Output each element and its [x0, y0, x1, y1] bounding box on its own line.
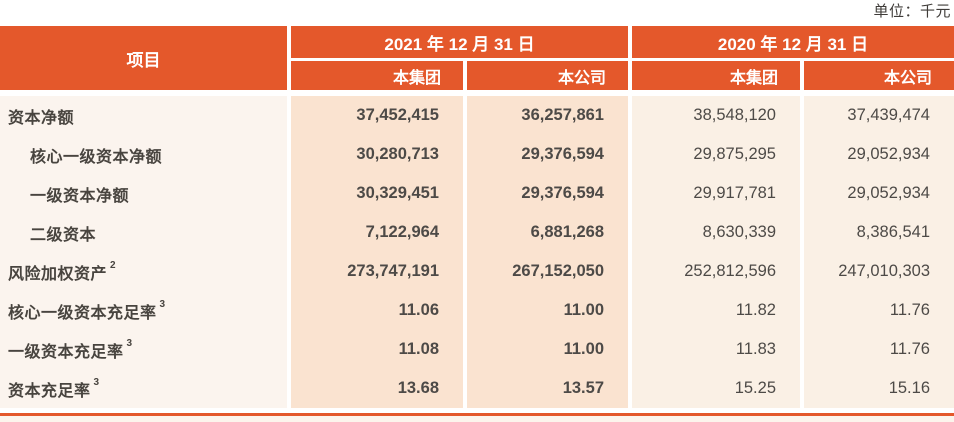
table-bottom-rule	[0, 413, 954, 416]
table-body: 资本净额 37,452,415 36,257,861 38,548,120 37…	[0, 96, 954, 408]
value-cell: 11.83	[632, 330, 800, 369]
value-cell: 11.00	[467, 291, 628, 330]
value-cell: 11.06	[291, 291, 463, 330]
footnote-superscript: 3	[159, 299, 166, 310]
row-label-text: 风险加权资产	[8, 265, 108, 283]
row-label-text: 核心一级资本充足率	[8, 304, 157, 322]
value-cell: 252,812,596	[632, 252, 800, 291]
header-item-column: 项目	[0, 26, 287, 90]
value-cell: 11.76	[804, 330, 954, 369]
value-cell: 11.82	[632, 291, 800, 330]
value-cell: 11.08	[291, 330, 463, 369]
row-label: 风险加权资产 2	[0, 252, 287, 291]
row-label: 资本净额	[0, 96, 287, 135]
value-cell: 11.00	[467, 330, 628, 369]
value-cell: 29,917,781	[632, 174, 800, 213]
row-label-text: 二级资本	[30, 226, 97, 244]
header-subcol-2021-company: 本公司	[467, 61, 628, 90]
row-label: 一级资本净额	[0, 174, 287, 213]
header-subcol-2020-company: 本公司	[804, 61, 954, 90]
row-label-text: 资本充足率	[8, 382, 91, 400]
footnote-superscript: 3	[126, 338, 133, 349]
header-period-2020: 2020 年 12 月 31 日	[632, 26, 954, 58]
row-label: 一级资本充足率 3	[0, 330, 287, 369]
capital-adequacy-table: 项目 2021 年 12 月 31 日 2020 年 12 月 31 日 本集团…	[0, 26, 954, 422]
header-subcol-2021-group: 本集团	[291, 61, 463, 90]
value-cell: 29,376,594	[467, 135, 628, 174]
value-cell: 13.57	[467, 369, 628, 408]
row-label: 核心一级资本净额	[0, 135, 287, 174]
unit-label: 单位：千元	[873, 3, 951, 20]
row-label-text: 核心一级资本净额	[30, 148, 163, 166]
value-cell: 15.25	[632, 369, 800, 408]
header-period-2021: 2021 年 12 月 31 日	[291, 26, 628, 58]
value-cell: 11.76	[804, 291, 954, 330]
value-cell: 8,630,339	[632, 213, 800, 252]
value-cell: 29,052,934	[804, 135, 954, 174]
row-label: 核心一级资本充足率 3	[0, 291, 287, 330]
value-cell: 38,548,120	[632, 96, 800, 135]
value-cell: 37,439,474	[804, 96, 954, 135]
row-label: 资本充足率 3	[0, 369, 287, 408]
row-label-text: 一级资本充足率	[8, 343, 124, 361]
footnote-superscript: 3	[93, 377, 100, 388]
table-bottom-strip	[0, 416, 954, 422]
value-cell: 6,881,268	[467, 213, 628, 252]
value-cell: 29,875,295	[632, 135, 800, 174]
value-cell: 15.16	[804, 369, 954, 408]
value-cell: 247,010,303	[804, 252, 954, 291]
value-cell: 13.68	[291, 369, 463, 408]
value-cell: 7,122,964	[291, 213, 463, 252]
value-cell: 29,376,594	[467, 174, 628, 213]
value-cell: 8,386,541	[804, 213, 954, 252]
value-cell: 273,747,191	[291, 252, 463, 291]
header-subcol-2020-group: 本集团	[632, 61, 800, 90]
row-label-text: 一级资本净额	[30, 187, 130, 205]
row-label-text: 资本净额	[8, 109, 75, 127]
value-cell: 30,329,451	[291, 174, 463, 213]
table-header: 项目 2021 年 12 月 31 日 2020 年 12 月 31 日 本集团…	[0, 26, 954, 90]
value-cell: 30,280,713	[291, 135, 463, 174]
value-cell: 36,257,861	[467, 96, 628, 135]
footnote-superscript: 2	[110, 260, 117, 271]
value-cell: 29,052,934	[804, 174, 954, 213]
value-cell: 37,452,415	[291, 96, 463, 135]
value-cell: 267,152,050	[467, 252, 628, 291]
row-label: 二级资本	[0, 213, 287, 252]
